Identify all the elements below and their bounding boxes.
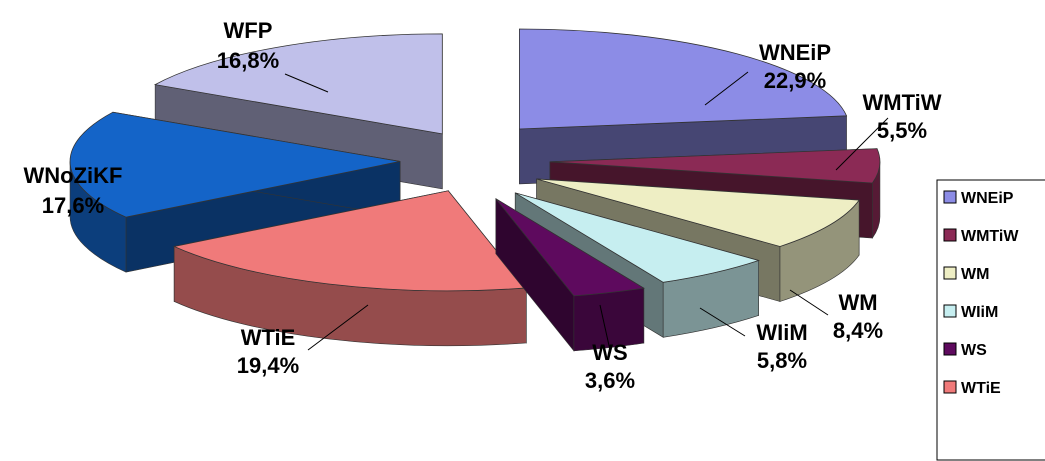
slice-value-label: 8,4% [833,318,883,343]
slice-name-label: WFP [224,18,273,43]
slice-name-label: WIiM [756,320,807,345]
slice-top [519,28,848,130]
slice-ws [495,197,645,352]
leader-lines [284,71,889,351]
legend-swatch [943,228,957,242]
pie-slices [69,28,881,352]
leader-line-ws [599,304,611,351]
legend-swatch [943,266,957,280]
slice-value-label: 5,5% [877,118,927,143]
leader-line-wmtiw [835,117,889,171]
slice-labels: WNEiP 22,9% WMTiW 5,5% WM 8,4% WIiM 5,8% WS 3,6% W… [24,18,942,393]
legend-frame [936,179,1045,461]
slice-name-label: WNoZiKF [24,163,123,188]
slice-top [153,33,443,135]
slice-name-label: WM [838,290,877,315]
leader-line-wfp [284,73,329,93]
slice-value-label: 19,4% [237,353,299,378]
slice-value-label: 16,8% [217,48,279,73]
slice-top [69,111,401,218]
legend-entry: WMTiW [961,228,1019,245]
slice-value-label: 5,8% [757,348,807,373]
slice-name-label: WTiE [241,325,296,350]
slice-value-label: 17,6% [42,193,104,218]
legend-entry: WM [961,266,989,283]
legend-swatch [943,304,957,318]
leader-line-wneip [704,71,749,106]
leader-line-wtie [307,304,369,351]
slice-top [536,178,860,247]
legend-entry: WTiE [961,380,1001,397]
slice-top [172,190,528,292]
slice-name-label: WMTiW [862,90,941,115]
legend-swatch [943,380,957,394]
legend-swatch [943,342,957,356]
slice-name-label: WS [592,340,627,365]
slice-top [549,148,881,184]
slice-name-label: WNEiP [759,40,831,65]
legend-entry: WS [961,342,987,359]
slice-wtie [172,189,528,347]
slice-value-label: 22,9% [764,68,826,93]
legend: WNEiP WMTiW WM WIiM WS WTiE [936,179,1045,461]
legend-swatch [943,190,957,204]
slice-top [515,192,760,283]
slice-value-label: 3,6% [585,368,635,393]
leader-line-wm [789,289,829,316]
legend-entry: WNEiP [961,190,1014,207]
leader-line-wiim [699,307,746,337]
slice-top [495,198,645,297]
legend-entry: WIiM [961,304,998,321]
